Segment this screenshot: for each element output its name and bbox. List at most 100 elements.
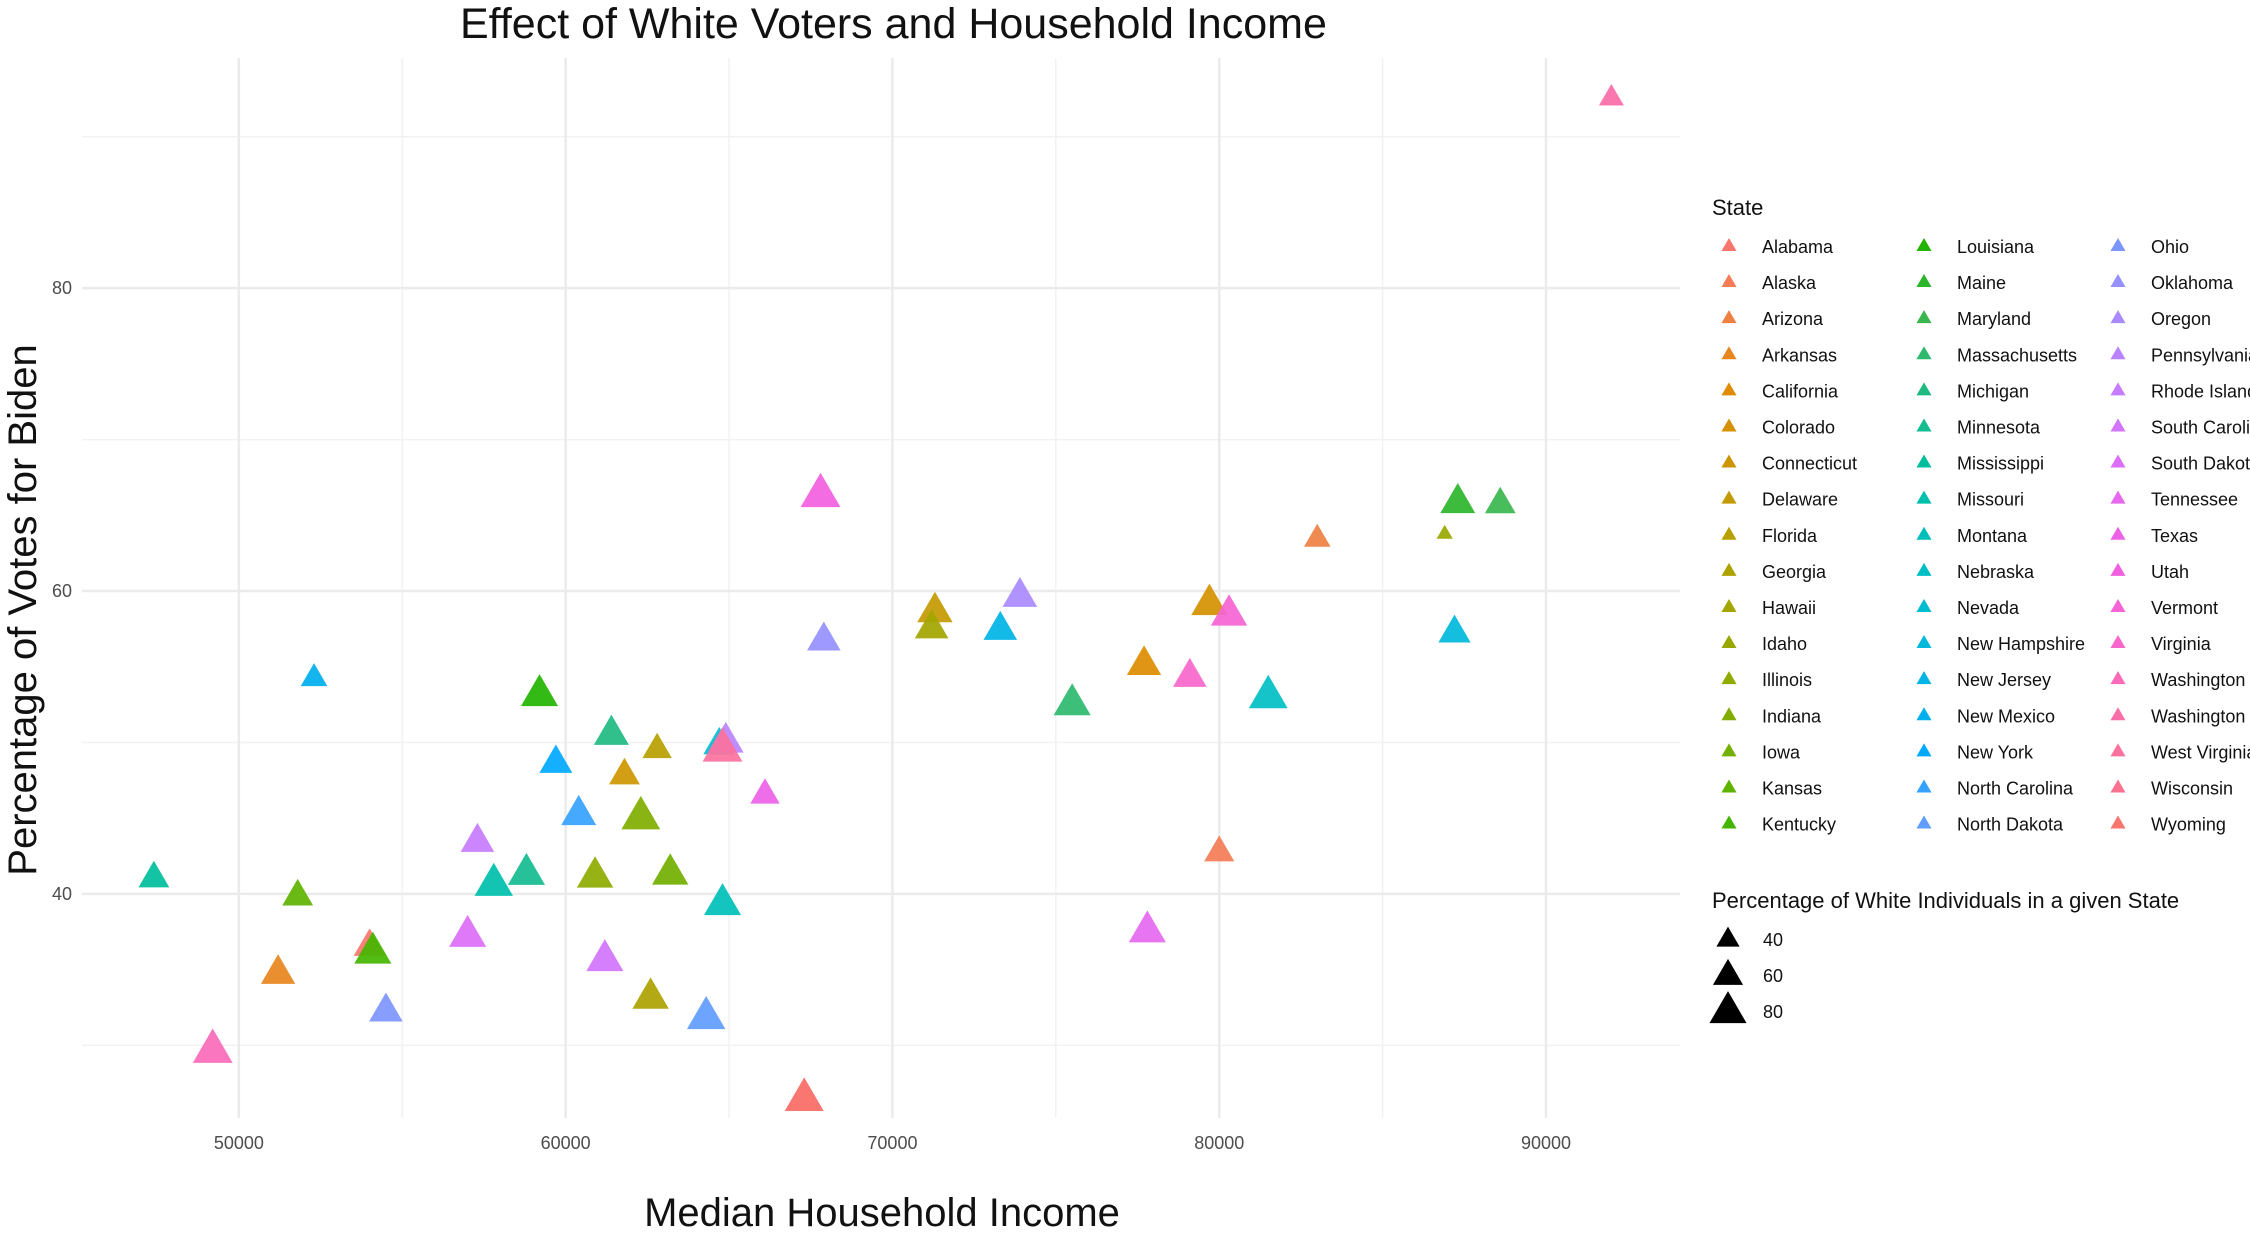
legend-label-north-dakota: North Dakota [1957,815,2064,835]
legend-key-nevada [1916,598,1932,612]
legend-label-wyoming: Wyoming [2151,815,2226,835]
point-indiana [621,795,661,830]
legend-label-texas: Texas [2151,526,2198,546]
legend-label-connecticut: Connecticut [1762,454,1857,474]
point-california [1126,645,1162,675]
point-oregon [1002,577,1038,607]
x-tick-label: 60000 [541,1133,591,1153]
x-tick-label: 80000 [1194,1133,1244,1153]
legend-label-idaho: Idaho [1762,634,1807,654]
point-utah [800,472,841,508]
legend-label-minnesota: Minnesota [1957,418,2041,438]
point-hawaii [914,609,949,639]
legend-label-south-carolina: South Carolina [2151,418,2250,438]
point-west-virginia [702,727,743,762]
point-wyoming [784,1077,824,1112]
legend-key-washington-dc [2110,707,2126,721]
legend-key-new-hampshire [1916,635,1932,649]
legend-label-arkansas: Arkansas [1762,345,1837,365]
legend-key-oregon [2110,310,2126,324]
color-legend-items: Alabama Alaska Arizona Arkansas California Co… [1721,237,2250,835]
point-north-dakota [686,995,726,1030]
legend-key-texas [2110,526,2126,540]
point-missouri [474,862,514,896]
legend-key-utah [2110,562,2126,576]
legend-label-delaware: Delaware [1762,490,1838,510]
legend-label-rhode-island: Rhode Island [2151,381,2250,401]
legend-key-new-jersey [1916,671,1932,685]
point-oklahoma [806,621,841,651]
size-legend-title: Percentage of White Individuals in a giv… [1712,888,2179,913]
legend-key-south-carolina [2110,418,2126,432]
legend-label-kentucky: Kentucky [1762,815,1836,835]
legend-label-nebraska: Nebraska [1957,562,2035,582]
legend-label-montana: Montana [1957,526,2028,546]
point-montana [703,883,742,916]
legend-label-massachusetts: Massachusetts [1957,345,2077,365]
legend-key-illinois [1721,671,1737,685]
point-south-carolina [586,939,624,972]
legend-label-missouri: Missouri [1957,490,2024,510]
x-axis-title: Median Household Income [644,1191,1120,1235]
legend-label-oklahoma: Oklahoma [2151,273,2234,293]
legend-key-new-mexico [1916,707,1932,721]
legend-label-georgia: Georgia [1762,562,1827,582]
legend-key-virginia [2110,635,2126,649]
point-massachusetts [1053,683,1091,716]
legend-key-louisiana [1916,237,1932,251]
legend-key-kansas [1721,779,1737,793]
legend-key-alaska [1721,274,1737,288]
point-georgia [632,977,669,1009]
point-vermont [1210,594,1248,626]
legend-key-nebraska [1916,562,1932,576]
legend-label-new-jersey: New Jersey [1957,670,2051,690]
legend-key-vermont [2110,598,2126,612]
point-tennessee [1128,910,1166,943]
y-axis-title: Percentage of Votes for Biden [1,344,45,875]
legend: State Alabama Alaska Arizona Arkansas Califo… [1709,195,2250,1024]
legend-key-oklahoma [2110,274,2126,288]
legend-key-connecticut [1721,454,1737,468]
legend-label-arizona: Arizona [1762,309,1824,329]
size-legend-key [1709,991,1747,1024]
size-legend-label: 60 [1763,966,1783,986]
legend-label-maine: Maine [1957,273,2006,293]
point-colorado [1191,583,1228,616]
legend-label-virginia: Virginia [2151,634,2212,654]
legend-key-montana [1916,526,1932,540]
legend-key-idaho [1721,635,1737,649]
legend-label-ohio: Ohio [2151,237,2189,257]
point-louisiana [520,674,559,707]
legend-label-wisconsin: Wisconsin [2151,779,2233,799]
point-connecticut [609,757,640,785]
legend-key-colorado [1721,418,1737,432]
legend-key-new-york [1916,743,1932,757]
point-nebraska [1248,674,1288,709]
legend-label-louisiana: Louisiana [1957,237,2035,257]
legend-key-hawaii [1721,598,1737,612]
legend-key-arizona [1721,310,1737,324]
legend-label-colorado: Colorado [1762,418,1835,438]
axis-ticks: 50000 60000 70000 80000 90000 40 60 80 [52,278,1571,1153]
size-legend-label: 40 [1763,930,1783,950]
size-legend-label: 80 [1763,1002,1783,1022]
legend-key-minnesota [1916,418,1932,432]
legend-label-kansas: Kansas [1762,779,1822,799]
legend-label-iowa: Iowa [1762,742,1801,762]
legend-key-washington [2110,671,2126,685]
point-iowa [652,853,689,885]
point-virginia [1172,657,1207,687]
legend-key-delaware [1721,490,1737,504]
legend-key-alabama [1721,237,1737,251]
legend-label-north-carolina: North Carolina [1957,779,2074,799]
legend-key-wisconsin [2110,779,2126,793]
legend-key-rhode-island [2110,382,2126,396]
legend-key-pennsylvania [2110,346,2126,360]
legend-label-nevada: Nevada [1957,598,2020,618]
legend-key-california [1721,382,1737,396]
point-mississippi [138,860,170,888]
point-illinois [576,856,614,888]
legend-label-maryland: Maryland [1957,309,2031,329]
point-rhode-island [460,822,495,852]
